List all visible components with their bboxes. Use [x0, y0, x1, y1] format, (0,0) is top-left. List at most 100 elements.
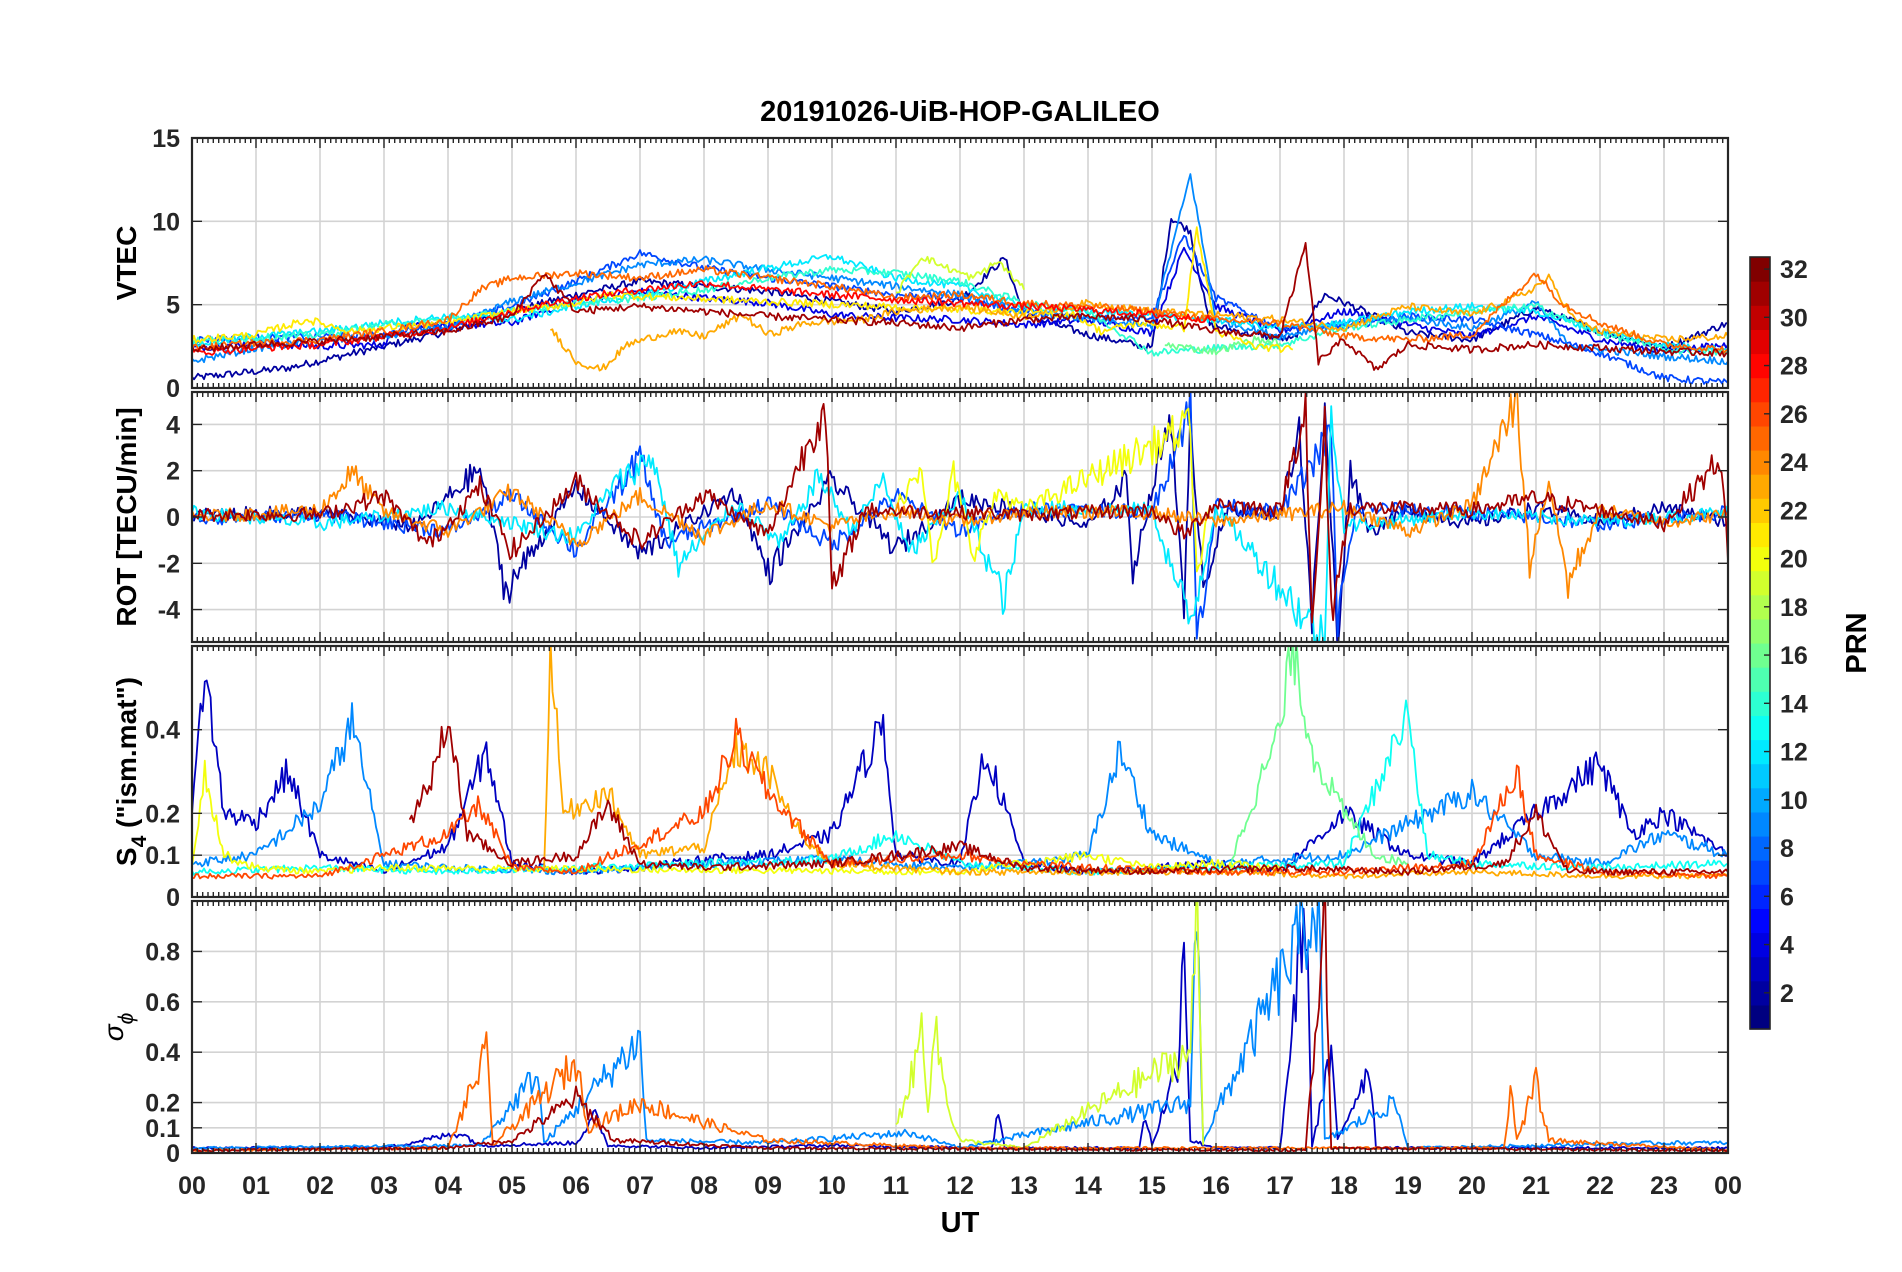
x-axis-label: UT	[941, 1207, 980, 1239]
series-prn-19	[895, 255, 1025, 294]
y-tick-label: 0	[166, 884, 180, 912]
series-prn-12	[192, 253, 1728, 353]
series-prn-31	[192, 242, 1728, 371]
y-tick-label: 0.1	[145, 1115, 180, 1143]
colorbar-frame	[1749, 256, 1771, 1030]
y-tick-label: 0.8	[145, 938, 180, 966]
y-tick-label: 0.1	[145, 842, 180, 870]
colorbar-swatch	[1750, 691, 1770, 716]
y-axis-label-sub: 4	[128, 835, 151, 847]
traces-vtec	[192, 173, 1728, 385]
x-tick-label: 07	[626, 1172, 654, 1200]
colorbar-swatch	[1750, 860, 1770, 885]
colorbar-swatch	[1750, 570, 1770, 596]
series-prn-23	[550, 273, 1728, 372]
series-prn-9	[192, 702, 1728, 876]
series-prn-20	[895, 407, 1211, 573]
y-tick-label: 0	[166, 1140, 180, 1168]
colorbar-swatch	[1750, 811, 1770, 837]
panel-rot: -4 -2 0 2 4 ROT [TECU/min]	[111, 390, 1730, 644]
colorbar-swatch	[1750, 836, 1770, 861]
x-tick-label: 05	[498, 1172, 526, 1200]
x-tick-label: 20	[1458, 1172, 1486, 1200]
colorbar-swatch	[1750, 546, 1770, 572]
x-tick-label: 17	[1266, 1172, 1294, 1200]
y-tick-label: 15	[152, 125, 180, 153]
y-axis-label-s4: S4 ("ism.mat")	[111, 677, 151, 866]
y-tick-label: 0.2	[145, 1090, 180, 1118]
colorbar-tick-label: 26	[1780, 401, 1808, 429]
traces-rot	[192, 392, 1728, 642]
x-tick-label: 12	[946, 1172, 974, 1200]
series-prn-16	[1164, 335, 1281, 356]
colorbar-tick-label: 2	[1780, 980, 1794, 1008]
x-tick-label: 01	[242, 1172, 270, 1200]
y-axis-label-sub: ϕ	[115, 1013, 138, 1025]
y-axis-label-main: S	[111, 847, 142, 866]
colorbar-swatch	[1750, 715, 1770, 741]
series-prn-31	[408, 725, 1728, 876]
x-tick-label: 06	[562, 1172, 590, 1200]
x-tick-label: 22	[1586, 1172, 1614, 1200]
x-tick-labels: 00 01 02 03 04 05 06 07 08 09 10 11 12 13 14 15 16 17 18 19…	[178, 1172, 1742, 1200]
colorbar-swatch	[1750, 739, 1770, 765]
colorbar-swatch	[1750, 401, 1770, 427]
x-tick-label: 10	[818, 1172, 846, 1200]
y-axis-label-rest: ("ism.mat")	[111, 677, 142, 836]
colorbar-tick-label: 22	[1780, 497, 1808, 525]
colorbar-swatch	[1750, 787, 1770, 813]
x-tick-label: 13	[1010, 1172, 1038, 1200]
y-tick-label: 5	[166, 292, 180, 320]
colorbar-tick-label: 6	[1780, 883, 1794, 911]
y-tick-label: 0.6	[145, 989, 180, 1017]
x-tick-label: 04	[434, 1172, 462, 1200]
series-prn-31	[192, 392, 1728, 624]
x-tick-label: 14	[1074, 1172, 1102, 1200]
axis-ticks	[191, 646, 1729, 898]
x-tick-label: 08	[690, 1172, 718, 1200]
chart-title: 20191026-UiB-HOP-GALILEO	[760, 96, 1160, 128]
axis-ticks	[191, 137, 1729, 389]
y-tick-label: -2	[158, 550, 180, 578]
x-tick-label: 16	[1202, 1172, 1230, 1200]
colorbar-swatch	[1750, 618, 1770, 644]
colorbar-label: PRN	[1841, 612, 1873, 673]
colorbar-swatch	[1750, 643, 1770, 668]
x-tick-label: 02	[306, 1172, 334, 1200]
colorbar-tick-label: 4	[1780, 932, 1794, 960]
colorbar-swatch	[1750, 257, 1770, 282]
series-prn-16	[1227, 646, 1409, 871]
colorbar-swatch	[1750, 425, 1770, 451]
x-tick-label: 19	[1394, 1172, 1422, 1200]
colorbar-tick-label: 8	[1780, 835, 1794, 863]
colorbar-tick-label: 16	[1780, 642, 1808, 670]
y-tick-label: 0.4	[145, 1039, 180, 1067]
colorbar-swatch	[1750, 450, 1770, 475]
colorbar-swatch	[1750, 522, 1770, 548]
y-tick-label: 10	[152, 208, 180, 236]
x-tick-label: 18	[1330, 1172, 1358, 1200]
y-axis-label-rot: ROT [TECU/min]	[111, 407, 142, 626]
x-tick-label: 11	[883, 1172, 910, 1200]
colorbar-swatch	[1750, 594, 1770, 620]
y-tick-label: 0.4	[145, 717, 180, 745]
y-tick-label: 0	[166, 504, 180, 532]
colorbar-swatch	[1750, 305, 1770, 330]
colorbar-tick-label: 18	[1780, 594, 1808, 622]
y-tick-label: 0.2	[145, 800, 180, 828]
x-tick-label: 00	[1714, 1172, 1742, 1200]
y-tick-label: 2	[166, 458, 180, 486]
colorbar-tick-label: 20	[1780, 546, 1808, 574]
series-prn-19	[895, 901, 1205, 1150]
y-tick-label: -4	[158, 597, 180, 625]
y-tick-label: 4	[166, 411, 180, 439]
colorbar-tick-label: 24	[1780, 449, 1808, 477]
colorbar-swatch	[1750, 353, 1770, 379]
colorbar-swatch	[1750, 884, 1770, 909]
axis-ticks	[191, 901, 1729, 1154]
series-prn-3	[192, 679, 1728, 876]
